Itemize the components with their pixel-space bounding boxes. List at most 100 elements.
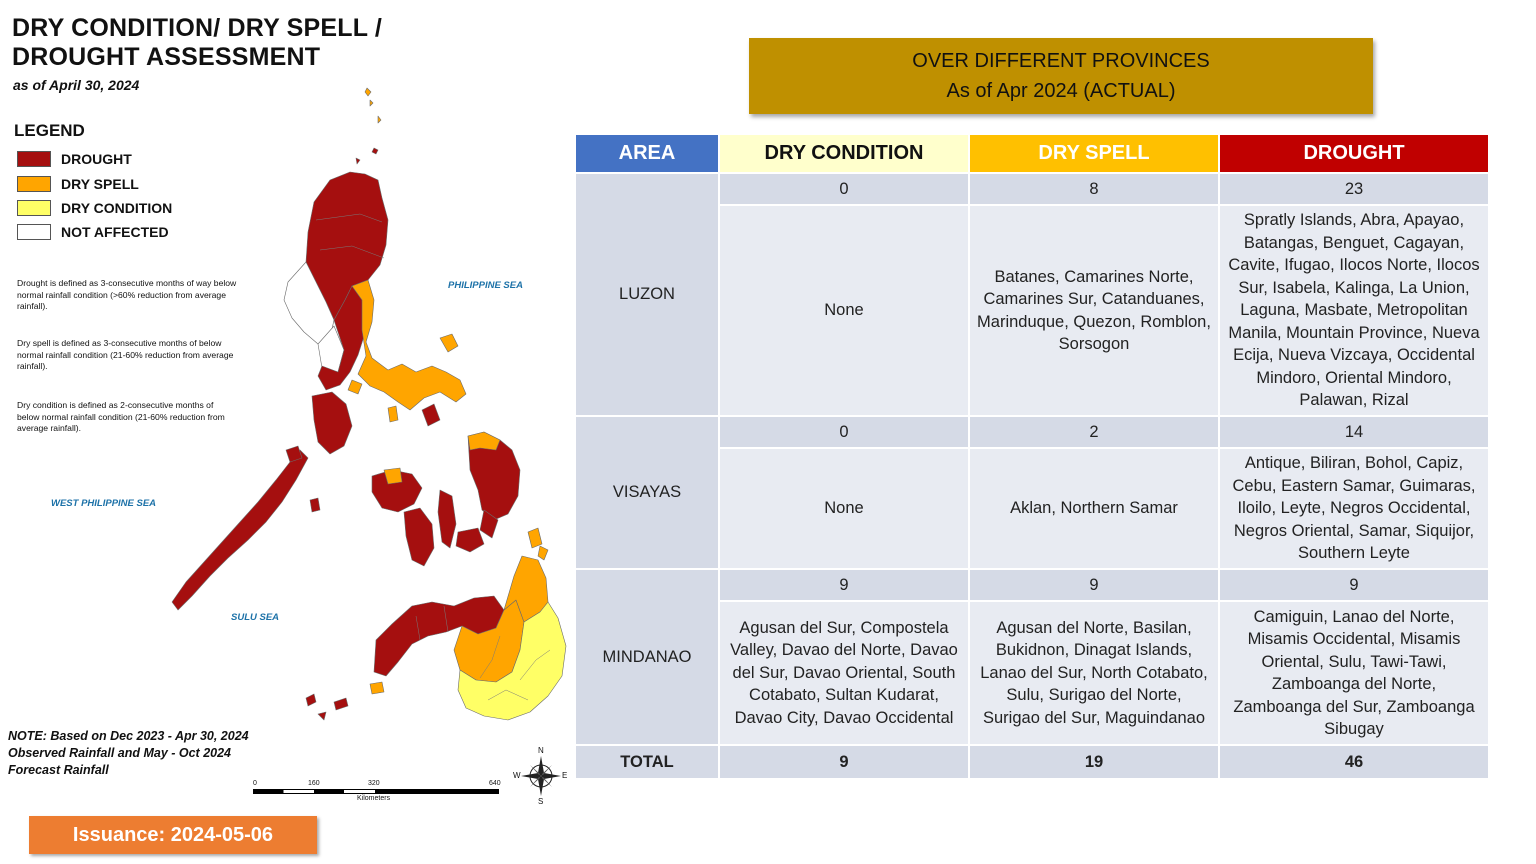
area-cell-mindanao: MINDANAO: [576, 570, 718, 744]
legend-item-not-affected: NOT AFFECTED: [17, 224, 169, 240]
map-note: NOTE: Based on Dec 2023 - Apr 30, 2024 O…: [8, 728, 249, 779]
compass-s: S: [538, 797, 544, 806]
northern-samar-region: [467, 431, 501, 451]
catanduanes-region: [439, 333, 459, 353]
map-note-line: Forecast Rainfall: [8, 763, 109, 777]
palawan-islands: [285, 445, 303, 463]
sea-label-west-philippine: WEST PHILIPPINE SEA: [51, 498, 157, 509]
col-header-area: AREA: [576, 135, 718, 172]
provinces-header-line1: OVER DIFFERENT PROVINCES: [912, 50, 1210, 72]
legend-label: DRY CONDITION: [61, 200, 173, 216]
compass-w: W: [513, 771, 521, 780]
legend-label: NOT AFFECTED: [61, 224, 169, 240]
col-header-dry-condition: DRY CONDITION: [720, 135, 968, 172]
province-list-cell: Batanes, Camarines Norte, Camarines Sur,…: [970, 206, 1218, 415]
legend-swatch-dry-condition: [17, 200, 51, 216]
count-cell: 2: [970, 417, 1218, 447]
sulu-region: [333, 697, 349, 711]
southern-leyte-region: [479, 509, 499, 539]
sea-label-philippine: PHILIPPINE SEA: [448, 280, 523, 291]
davao-region: [457, 601, 567, 721]
babuyan-region: [371, 147, 379, 155]
province-list-cell: Agusan del Sur, Compostela Valley, Davao…: [720, 602, 968, 744]
legend-swatch-drought: [17, 151, 51, 167]
quezon-bicol-region: [351, 279, 467, 411]
total-drought: 46: [1220, 746, 1488, 778]
negros-region: [403, 507, 435, 567]
legend-swatch-not-affected: [17, 224, 51, 240]
legend-label: DROUGHT: [61, 151, 132, 167]
cebu-region: [437, 489, 457, 549]
legend-item-drought: DROUGHT: [17, 151, 132, 167]
mindoro-region: [311, 391, 353, 455]
provinces-table: AREA DRY CONDITION DRY SPELL DROUGHT LUZ…: [576, 135, 1488, 778]
count-cell: 9: [970, 570, 1218, 600]
sea-label-sulu: SULU SEA: [231, 612, 280, 623]
col-header-dry-spell: DRY SPELL: [970, 135, 1218, 172]
legend-label: DRY SPELL: [61, 176, 139, 192]
philippines-map: [171, 87, 567, 721]
compass-n: N: [538, 746, 544, 755]
cuyo-islands: [309, 497, 321, 513]
scale-bar-graphic: [253, 789, 499, 794]
masbate-region: [421, 403, 441, 427]
issuance-badge: Issuance: 2024-05-06: [29, 816, 317, 854]
caraga-region: [503, 555, 549, 623]
compass-e: E: [562, 771, 568, 780]
count-cell: 8: [970, 174, 1218, 204]
as-of-date: as of April 30, 2024: [13, 77, 140, 93]
legend-item-dry-condition: DRY CONDITION: [17, 200, 172, 216]
legend-title: LEGEND: [14, 121, 85, 140]
scale-tick-320: 320: [368, 780, 380, 787]
count-cell: 9: [720, 570, 968, 600]
bohol-region: [455, 527, 485, 553]
provinces-header: OVER DIFFERENT PROVINCES As of Apr 2024 …: [749, 38, 1373, 114]
province-list-cell: Spratly Islands, Abra, Apayao, Batangas,…: [1220, 206, 1488, 415]
compass-icon: [521, 756, 561, 796]
provinces-header-line2: As of Apr 2024 (ACTUAL): [946, 80, 1176, 102]
romblon-region: [387, 405, 399, 423]
total-dry-spell: 19: [970, 746, 1218, 778]
province-list-cell: Aklan, Northern Samar: [970, 449, 1218, 568]
total-label: TOTAL: [576, 746, 718, 778]
scale-bar: 0 160 320 640 Kilometers: [253, 778, 503, 802]
province-list-cell: None: [720, 206, 968, 415]
province-list-cell: Camiguin, Lanao del Norte, Misamis Occid…: [1220, 602, 1488, 744]
batanes-region: [369, 99, 374, 107]
aklan-region: [383, 467, 403, 485]
sulu-region: [317, 711, 327, 721]
map-note-line: Observed Rainfall and May - Oct 2024: [8, 746, 231, 760]
batanes-region: [364, 87, 372, 97]
map-title-line2: DROUGHT ASSESSMENT: [12, 43, 321, 71]
map-title-line1: DRY CONDITION/ DRY SPELL /: [12, 14, 383, 42]
legend-item-dry-spell: DRY SPELL: [17, 176, 139, 192]
province-list-cell: Antique, Biliran, Bohol, Capiz, Cebu, Ea…: [1220, 449, 1488, 568]
area-cell-visayas: VISAYAS: [576, 417, 718, 568]
basilan-region: [369, 681, 385, 695]
col-header-drought: DROUGHT: [1220, 135, 1488, 172]
count-cell: 23: [1220, 174, 1488, 204]
province-list-cell: Agusan del Norte, Basilan, Bukidnon, Din…: [970, 602, 1218, 744]
count-cell: 14: [1220, 417, 1488, 447]
siargao-region: [537, 545, 549, 561]
definition-drought: Drought is defined as 3-consecutive mont…: [17, 278, 237, 311]
batanes-region: [377, 115, 382, 124]
scale-unit: Kilometers: [357, 795, 391, 802]
definition-dry-condition: Dry condition is defined as 2-consecutiv…: [17, 400, 225, 433]
province-list-cell: None: [720, 449, 968, 568]
tawi-tawi-region: [305, 693, 317, 707]
scale-tick-160: 160: [308, 780, 320, 787]
scale-tick-640: 640: [489, 780, 501, 787]
dinagat-region: [527, 527, 543, 549]
count-cell: 0: [720, 174, 968, 204]
area-cell-luzon: LUZON: [576, 174, 718, 415]
definition-dry-spell: Dry spell is defined as 3-consecutive mo…: [17, 338, 234, 371]
total-dry-condition: 9: [720, 746, 968, 778]
legend-swatch-dry-spell: [17, 176, 51, 192]
map-note-line: NOTE: Based on Dec 2023 - Apr 30, 2024: [8, 729, 249, 743]
count-cell: 0: [720, 417, 968, 447]
marinduque-region: [347, 379, 363, 395]
palawan-region: [171, 449, 309, 611]
compass-rose: N S W E: [513, 746, 569, 808]
count-cell: 9: [1220, 570, 1488, 600]
